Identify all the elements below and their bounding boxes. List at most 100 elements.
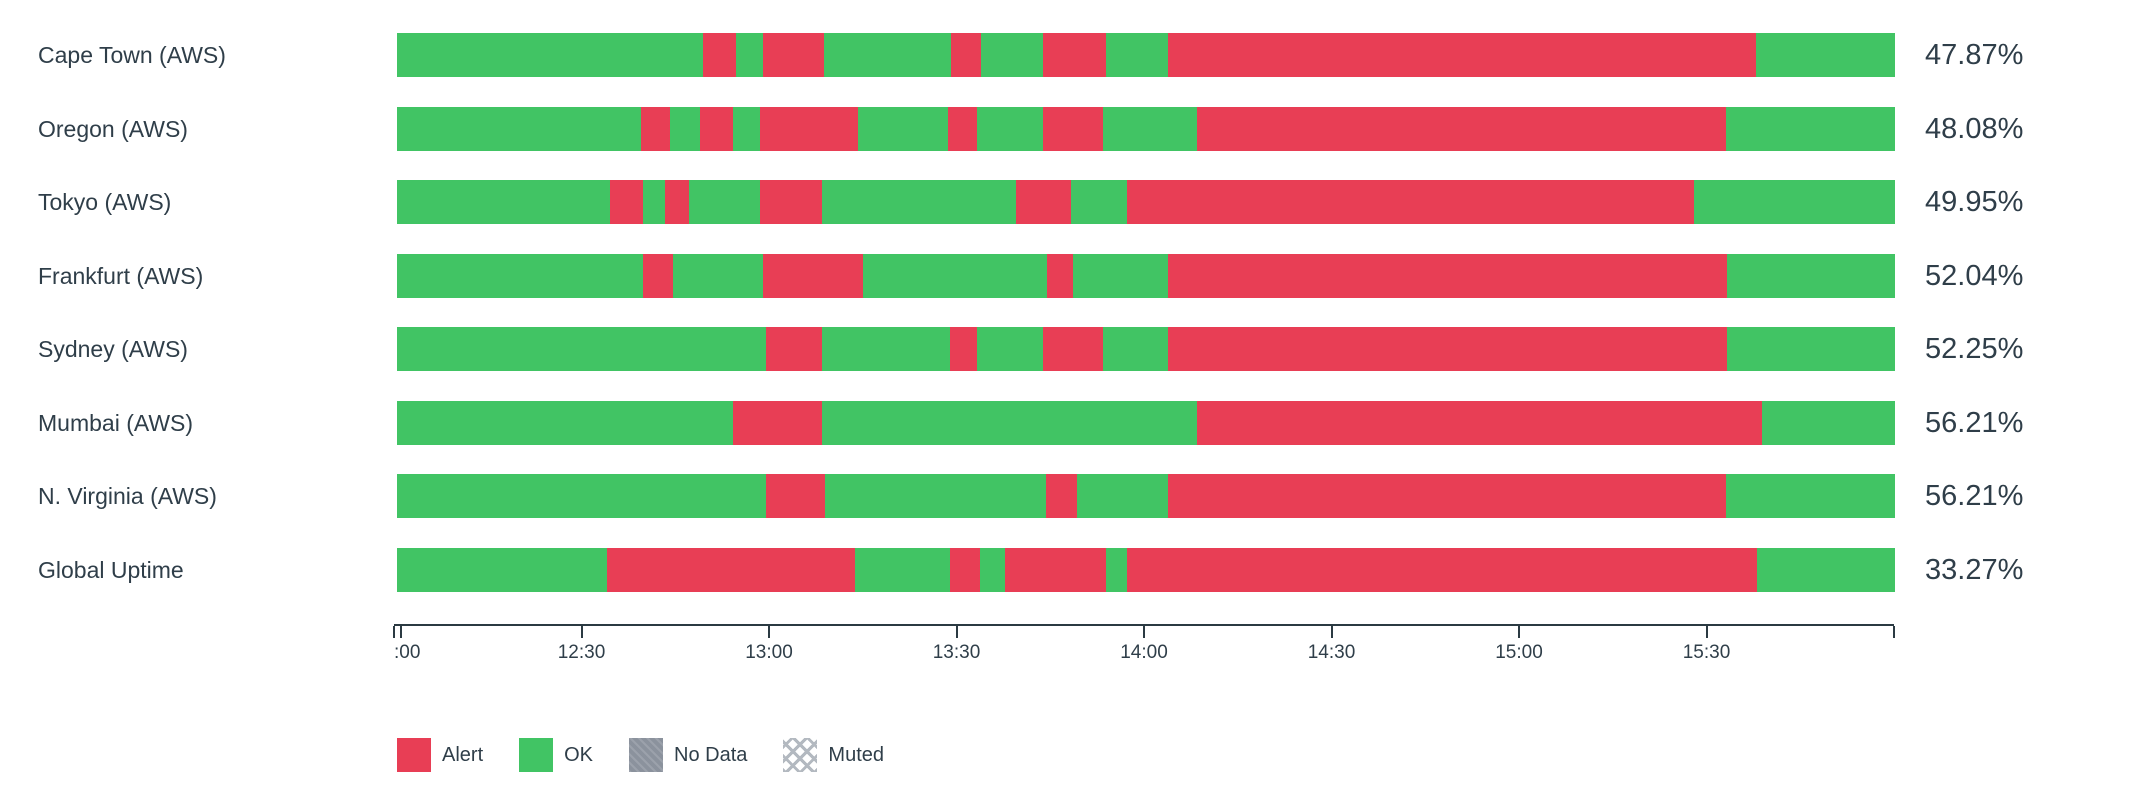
status-segment-alert[interactable] [606, 547, 856, 592]
status-segment-ok[interactable] [1755, 33, 1895, 77]
status-segment-alert[interactable] [1042, 327, 1103, 371]
status-segment-ok[interactable] [1757, 547, 1895, 592]
status-segment-ok[interactable] [669, 106, 700, 151]
status-segment-alert[interactable] [699, 106, 733, 151]
status-segment-ok[interactable] [1072, 253, 1169, 298]
legend-item-alert[interactable]: Alert [397, 738, 483, 772]
status-segment-ok[interactable] [1725, 474, 1895, 518]
status-segment-alert[interactable] [1168, 33, 1756, 77]
uptime-percentage: 47.87% [1925, 39, 2024, 71]
status-segment-alert[interactable] [1005, 547, 1106, 592]
status-bar[interactable] [397, 547, 1895, 592]
legend-item-muted[interactable]: Muted [783, 738, 884, 772]
status-segment-ok[interactable] [1694, 180, 1895, 224]
uptime-percentage: 52.25% [1925, 333, 2024, 365]
status-segment-alert[interactable] [1168, 327, 1728, 371]
status-segment-ok[interactable] [732, 106, 760, 151]
row-label: Frankfurt (AWS) [38, 262, 204, 289]
status-segment-ok[interactable] [822, 400, 1197, 445]
status-segment-ok[interactable] [1071, 180, 1127, 224]
status-segment-alert[interactable] [665, 180, 690, 224]
status-segment-ok[interactable] [397, 547, 607, 592]
status-segment-ok[interactable] [397, 33, 703, 77]
status-segment-ok[interactable] [1102, 106, 1197, 151]
axis-tick-label: 13:00 [745, 642, 793, 663]
status-segment-alert[interactable] [765, 474, 826, 518]
status-bar[interactable] [397, 327, 1895, 371]
status-bar[interactable] [397, 106, 1895, 151]
status-segment-ok[interactable] [397, 106, 642, 151]
status-segment-alert[interactable] [949, 547, 980, 592]
status-segment-ok[interactable] [642, 180, 666, 224]
status-segment-ok[interactable] [735, 33, 763, 77]
status-segment-ok[interactable] [397, 253, 643, 298]
status-segment-alert[interactable] [1045, 474, 1078, 518]
status-segment-alert[interactable] [732, 400, 823, 445]
status-segment-alert[interactable] [951, 33, 982, 77]
status-segment-ok[interactable] [825, 474, 1046, 518]
nodata-swatch-icon [629, 738, 664, 772]
status-bar[interactable] [397, 253, 1895, 298]
status-segment-ok[interactable] [858, 106, 949, 151]
status-segment-ok[interactable] [397, 400, 733, 445]
status-segment-ok[interactable] [672, 253, 763, 298]
status-segment-alert[interactable] [759, 106, 859, 151]
status-segment-alert[interactable] [1015, 180, 1072, 224]
status-segment-alert[interactable] [762, 33, 824, 77]
status-segment-alert[interactable] [1168, 253, 1728, 298]
status-segment-ok[interactable] [822, 180, 1016, 224]
row-label: Cape Town (AWS) [38, 42, 226, 68]
status-segment-ok[interactable] [1727, 327, 1895, 371]
status-segment-alert[interactable] [641, 106, 670, 151]
row-label: N. Virginia (AWS) [38, 483, 217, 509]
status-segment-ok[interactable] [823, 33, 952, 77]
status-bar[interactable] [397, 474, 1895, 518]
status-segment-alert[interactable] [765, 327, 823, 371]
status-segment-ok[interactable] [979, 547, 1006, 592]
status-segment-ok[interactable] [1102, 327, 1169, 371]
status-segment-ok[interactable] [1761, 400, 1895, 445]
status-bar[interactable] [397, 33, 1895, 77]
status-segment-alert[interactable] [1126, 547, 1758, 592]
status-segment-alert[interactable] [1168, 474, 1726, 518]
status-segment-alert[interactable] [1126, 180, 1695, 224]
status-bar[interactable] [397, 180, 1895, 224]
status-segment-ok[interactable] [397, 327, 766, 371]
status-segment-alert[interactable] [948, 106, 977, 151]
status-segment-alert[interactable] [762, 253, 863, 298]
status-segment-ok[interactable] [855, 547, 950, 592]
status-segment-ok[interactable] [1727, 253, 1895, 298]
row-label: Tokyo (AWS) [38, 189, 172, 215]
status-segment-alert[interactable] [642, 253, 673, 298]
row-label: Mumbai (AWS) [38, 409, 194, 436]
status-segment-alert[interactable] [609, 180, 643, 224]
status-segment-ok[interactable] [1105, 547, 1127, 592]
status-segment-alert[interactable] [1042, 106, 1103, 151]
status-segment-ok[interactable] [1725, 106, 1895, 151]
status-segment-ok[interactable] [689, 180, 760, 224]
status-segment-ok[interactable] [822, 327, 950, 371]
status-segment-alert[interactable] [1196, 400, 1762, 445]
status-segment-ok[interactable] [981, 33, 1043, 77]
axis-tick [399, 626, 402, 638]
status-segment-ok[interactable] [397, 474, 766, 518]
status-segment-alert[interactable] [1047, 253, 1073, 298]
status-segment-ok[interactable] [1105, 33, 1169, 77]
status-segment-ok[interactable] [1077, 474, 1169, 518]
status-segment-ok[interactable] [976, 106, 1043, 151]
status-bar[interactable] [397, 400, 1895, 445]
legend-item-ok[interactable]: OK [519, 738, 593, 772]
axis-tick-label: 15:00 [1495, 642, 1543, 663]
legend-item-nodata[interactable]: No Data [629, 738, 747, 772]
status-segment-alert[interactable] [949, 327, 977, 371]
status-segment-ok[interactable] [976, 327, 1043, 371]
status-segment-alert[interactable] [759, 180, 823, 224]
uptime-percentage: 33.27% [1925, 553, 2024, 586]
status-segment-ok[interactable] [862, 253, 1048, 298]
status-segment-ok[interactable] [397, 180, 610, 224]
status-segment-alert[interactable] [1196, 106, 1726, 151]
axis-tick [955, 626, 958, 638]
status-segment-alert[interactable] [1042, 33, 1106, 77]
status-segment-alert[interactable] [702, 33, 736, 77]
